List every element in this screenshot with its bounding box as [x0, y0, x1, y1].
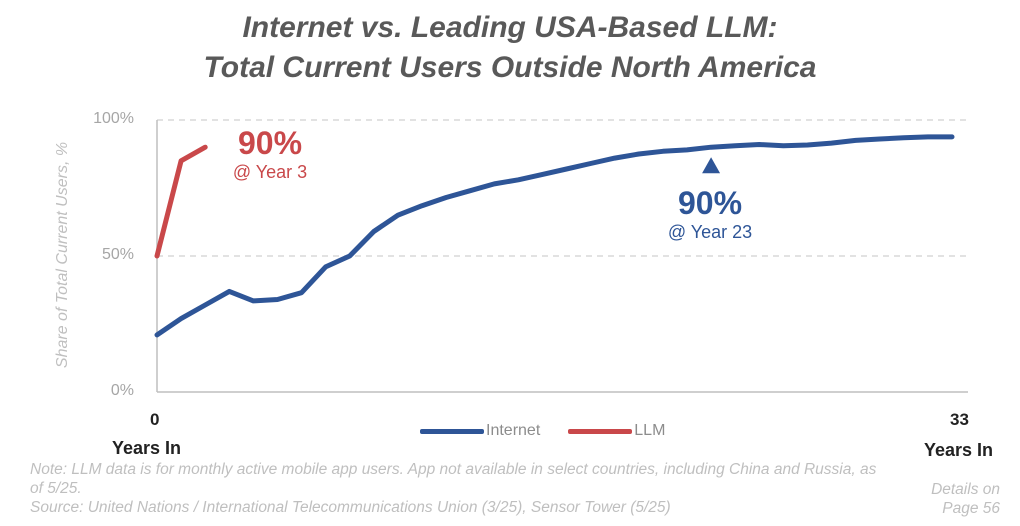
note-text: Note: LLM data is for monthly active mob… [30, 461, 877, 497]
footnote: Note: LLM data is for monthly active mob… [30, 460, 880, 517]
title-line-2: Total Current Users Outside North Americ… [203, 51, 817, 84]
legend-label-llm: LLM [634, 422, 666, 439]
llm-callout-label: @ Year 3 [232, 162, 308, 182]
title-line-1: Internet vs. Leading USA-Based LLM: [242, 11, 778, 44]
chart-title: Internet vs. Leading USA-Based LLM: Tota… [0, 8, 1020, 88]
details-reference: Details on Page 56 [931, 481, 1000, 517]
legend-item-llm: LLM [568, 422, 665, 440]
source-text: Source: United Nations / International T… [30, 499, 671, 516]
y-tick-100: 100% [93, 110, 134, 127]
llm-callout: 90% @ Year 3 [215, 125, 325, 183]
legend-label-internet: Internet [486, 422, 541, 439]
legend: Internet LLM [420, 422, 665, 440]
series-layer [154, 134, 955, 338]
gridlines [157, 119, 968, 257]
legend-swatch-internet [420, 428, 484, 434]
series-line-internet [154, 134, 955, 338]
y-tick-0: 0% [110, 382, 134, 399]
x-axis-label-right: Years In [924, 440, 994, 460]
x-axis-label-left: Years In [112, 438, 182, 458]
legend-item-internet: Internet [420, 422, 540, 440]
series-line-llm [154, 144, 208, 259]
llm-callout-value: 90% [237, 125, 303, 161]
internet-90-marker [702, 157, 721, 174]
x-tick-0: 0 [150, 410, 160, 429]
internet-callout: 90% @ Year 23 [645, 185, 775, 243]
internet-callout-label: @ Year 23 [667, 222, 753, 242]
y-tick-50: 50% [101, 246, 134, 263]
legend-swatch-llm [568, 428, 633, 434]
x-tick-33: 33 [950, 410, 969, 429]
internet-callout-value: 90% [677, 185, 743, 221]
